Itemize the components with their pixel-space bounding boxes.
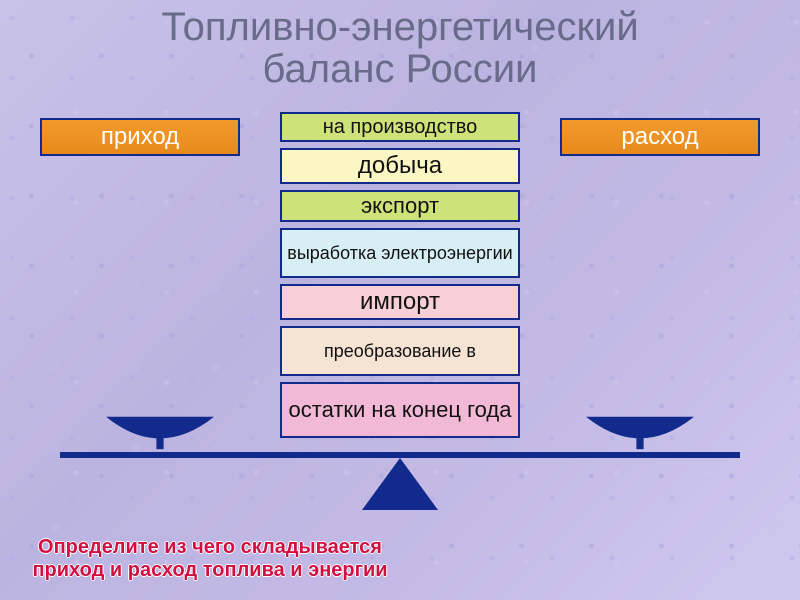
slide-title: Топливно-энергетический баланс России (0, 6, 800, 90)
title-line-2: баланс России (263, 47, 538, 91)
income-label: приход (101, 123, 179, 151)
balance-fulcrum (362, 458, 438, 510)
stack-block-6: остатки на конец года (280, 382, 520, 438)
stack-block-label: добыча (358, 153, 442, 178)
scale-bowl-left (95, 415, 225, 451)
income-label-box: приход (40, 118, 240, 156)
stack-block-label: на производство (323, 117, 478, 138)
stack-block-4: импорт (280, 284, 520, 320)
scale-bowl-right (575, 415, 705, 451)
balance-stack: на производство добыча экспорт выработка эл… (280, 112, 520, 444)
stack-block-2: экспорт (280, 190, 520, 222)
stack-block-label: остатки на конец года (289, 398, 512, 421)
stack-block-label: экспорт (361, 194, 439, 217)
stack-block-label: преобразование в (324, 342, 476, 361)
title-line-1: Топливно-энергетический (161, 5, 638, 49)
expense-label: расход (621, 123, 698, 151)
instruction-text: Определите из чего складывается приход и… (30, 536, 390, 582)
stack-block-3: выработка электроэнергии (280, 228, 520, 278)
stack-block-0: на производство (280, 112, 520, 142)
stack-block-label: импорт (360, 289, 440, 314)
stack-block-5: преобразование в (280, 326, 520, 376)
stack-block-label: выработка электроэнергии (287, 244, 512, 263)
stack-block-1: добыча (280, 148, 520, 184)
expense-label-box: расход (560, 118, 760, 156)
